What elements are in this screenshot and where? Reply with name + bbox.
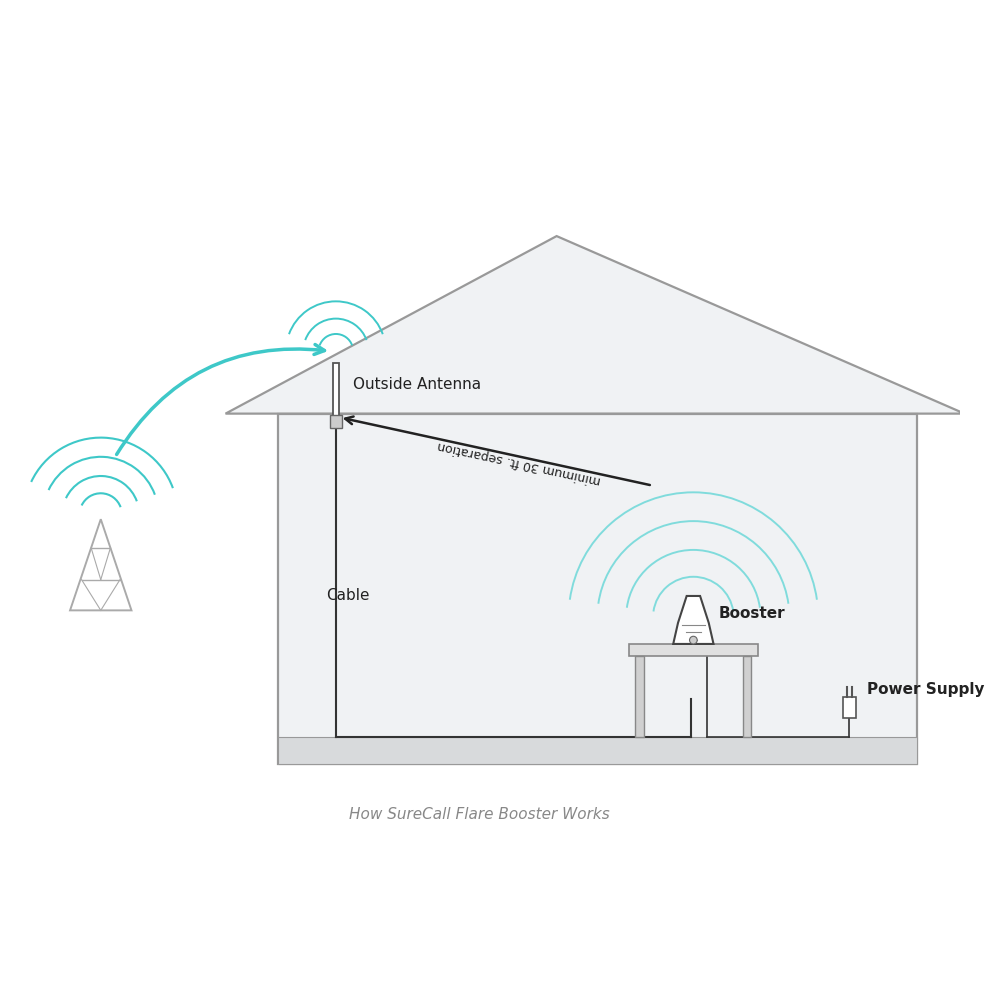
- Text: Cable: Cable: [326, 588, 370, 603]
- Text: Booster: Booster: [718, 606, 785, 621]
- Bar: [635, 656, 644, 737]
- Circle shape: [690, 636, 697, 644]
- Bar: [629, 644, 758, 656]
- Bar: [843, 697, 856, 718]
- Bar: [333, 363, 339, 418]
- Bar: [330, 415, 342, 428]
- Text: Power Supply: Power Supply: [867, 682, 984, 697]
- Bar: [743, 656, 751, 737]
- Bar: [278, 414, 917, 764]
- Text: minimum 30 ft. separation: minimum 30 ft. separation: [436, 439, 602, 487]
- Bar: [278, 737, 917, 764]
- Polygon shape: [673, 596, 714, 644]
- Text: How SureCall Flare Booster Works: How SureCall Flare Booster Works: [349, 807, 610, 822]
- Polygon shape: [226, 236, 964, 414]
- Text: Outside Antenna: Outside Antenna: [353, 377, 481, 392]
